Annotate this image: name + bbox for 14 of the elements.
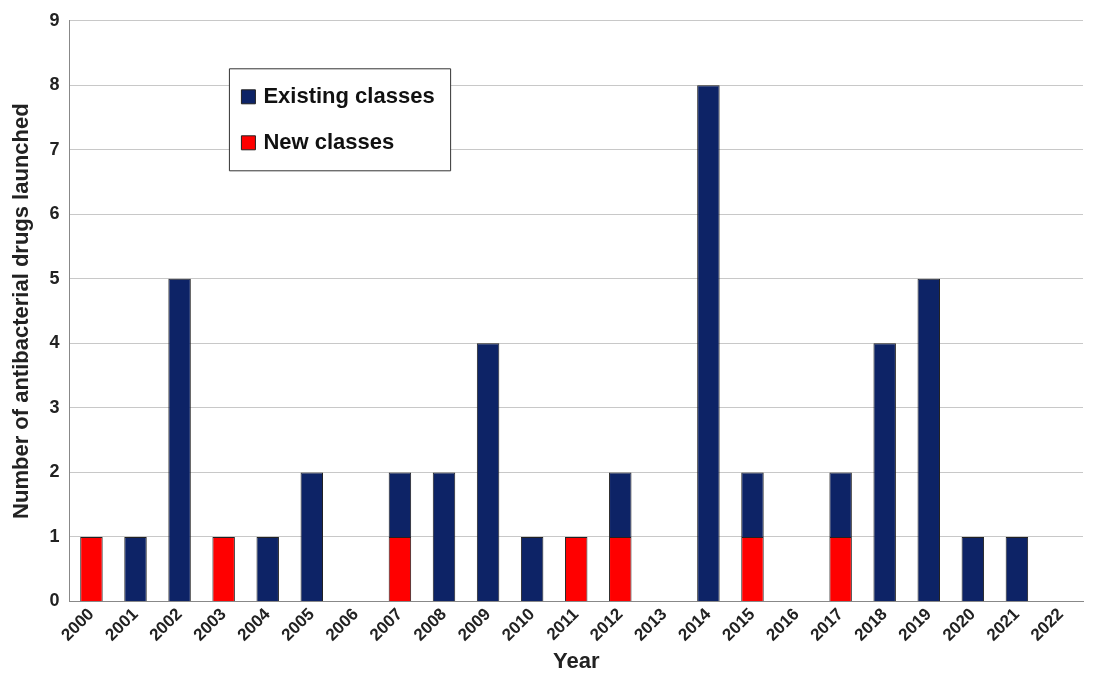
x-axis-title: Year bbox=[552, 647, 600, 673]
y-tick-label: 7 bbox=[49, 138, 60, 159]
y-tick-label: 4 bbox=[49, 332, 60, 353]
y-tick-label: 0 bbox=[49, 590, 60, 611]
legend-label: New classes bbox=[263, 128, 395, 154]
y-tick-label: 1 bbox=[49, 525, 60, 546]
y-tick-label: 2 bbox=[49, 461, 60, 482]
y-tick-label: 8 bbox=[49, 74, 60, 95]
legend-label: Existing classes bbox=[263, 82, 435, 108]
y-axis-title: Number of antibacterial drugs launched bbox=[8, 103, 34, 519]
y-tick-label: 3 bbox=[49, 396, 60, 417]
y-tick-label: 9 bbox=[49, 9, 60, 30]
y-tick-label: 6 bbox=[49, 203, 60, 224]
y-tick-label: 5 bbox=[49, 267, 60, 288]
